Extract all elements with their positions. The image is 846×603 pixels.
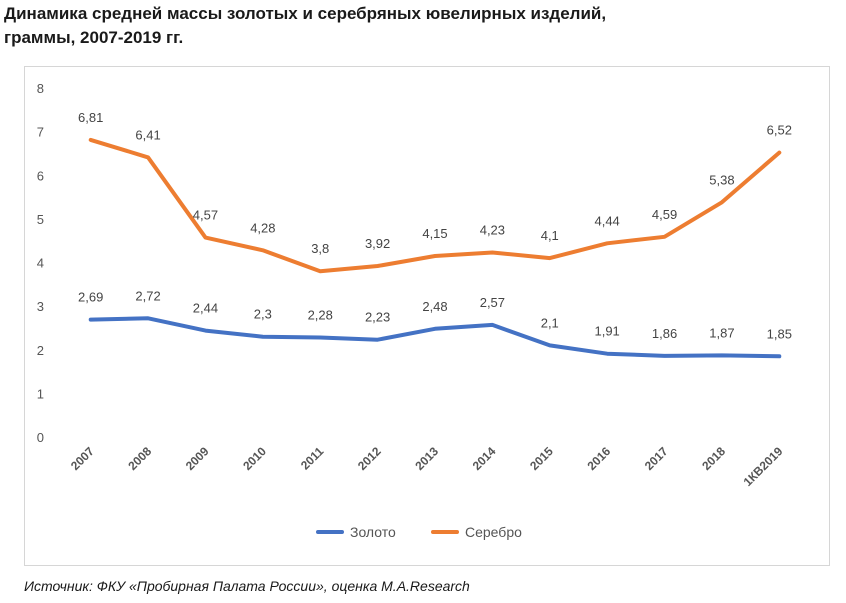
- x-tick-label: 2018: [699, 444, 728, 473]
- data-label: 4,23: [480, 222, 505, 237]
- chart-frame: [24, 66, 830, 566]
- chart-title: Динамика средней массы золотых и серебря…: [4, 2, 834, 50]
- series-lines: [88, 137, 782, 359]
- data-label: 4,1: [541, 228, 559, 243]
- data-label: 2,23: [365, 310, 390, 325]
- data-labels: 2,69 2,72 2,44 2,3 2,28 2,23 2,48 2,57 2,1 1,91 1,…: [78, 110, 792, 341]
- data-label: 2,57: [480, 295, 505, 310]
- data-label: 1,87: [709, 325, 734, 340]
- y-tick-label: 2: [37, 343, 44, 358]
- data-label: 3,8: [311, 241, 329, 256]
- x-tick-label: 2013: [412, 444, 441, 473]
- data-label: 2,3: [254, 307, 272, 322]
- data-label: 3,92: [365, 236, 390, 251]
- legend: Золото Серебро: [316, 524, 522, 540]
- data-label: 1,86: [652, 326, 677, 341]
- x-tick-label: 2009: [183, 444, 212, 473]
- series-line: [88, 137, 782, 274]
- y-tick-label: 1: [37, 386, 44, 401]
- legend-label: Золото: [350, 524, 396, 540]
- x-tick-label: 2007: [68, 444, 97, 473]
- data-label: 2,44: [193, 301, 218, 316]
- data-label: 4,44: [594, 213, 619, 228]
- data-label: 4,28: [250, 220, 275, 235]
- data-label: 1,91: [594, 324, 619, 339]
- chart-title-line2: граммы, 2007-2019 гг.: [4, 28, 184, 47]
- data-label: 1,85: [767, 326, 792, 341]
- data-label: 4,15: [422, 226, 447, 241]
- y-tick-label: 5: [37, 212, 44, 227]
- chart-title-line1: Динамика средней массы золотых и серебря…: [4, 4, 607, 23]
- y-tick-label: 3: [37, 299, 44, 314]
- data-label: 2,72: [135, 288, 160, 303]
- y-tick-label: 0: [37, 430, 44, 445]
- series-line: [88, 316, 782, 359]
- data-label: 2,48: [422, 299, 447, 314]
- legend-label: Серебро: [465, 524, 522, 540]
- data-label: 6,52: [767, 123, 792, 138]
- x-tick-label: 2010: [240, 444, 269, 473]
- x-axis: 2007 2008 2009 2010 2011 2012 2013 2014 2015 2016…: [68, 444, 786, 489]
- x-tick-label: 1КВ2019: [741, 444, 786, 489]
- x-tick-label: 2012: [355, 444, 384, 473]
- y-axis: 0 1 2 3 4 5 6 7 8: [37, 81, 44, 445]
- data-label: 4,57: [193, 208, 218, 223]
- x-tick-label: 2008: [125, 444, 154, 473]
- x-tick-label: 2011: [298, 444, 327, 473]
- data-label: 2,69: [78, 290, 103, 305]
- data-label: 6,81: [78, 110, 103, 125]
- data-label: 2,28: [308, 308, 333, 323]
- y-tick-label: 8: [37, 81, 44, 96]
- y-tick-label: 7: [37, 125, 44, 140]
- x-tick-label: 2017: [642, 444, 671, 473]
- y-tick-label: 4: [37, 256, 44, 271]
- data-label: 6,41: [135, 127, 160, 142]
- data-label: 4,59: [652, 207, 677, 222]
- y-tick-label: 6: [37, 168, 44, 183]
- source-note: Источник: ФКУ «Пробирная Палата России»,…: [24, 578, 470, 594]
- x-tick-label: 2015: [527, 444, 556, 473]
- data-label: 5,38: [709, 172, 734, 187]
- x-tick-label: 2014: [470, 444, 499, 473]
- x-tick-label: 2016: [584, 444, 613, 473]
- data-label: 2,1: [541, 315, 559, 330]
